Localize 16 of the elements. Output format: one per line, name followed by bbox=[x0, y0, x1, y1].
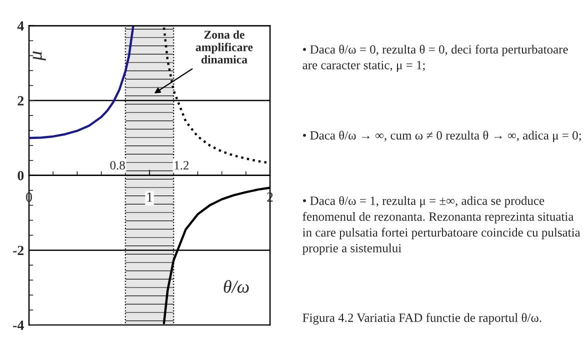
text: • Daca θ/ω = 0, rezulta θ = 0, deci forta perturbatoare are caracter static, μ = 1; bbox=[302, 44, 568, 72]
annotation: Zona de amplificare dinamica bbox=[196, 30, 253, 64]
text: • Daca θ/ω = 1, rezulta μ = ±∞, adica se produce fenomenul de rezonanta. Rezonanta reprezinta situatia in care pulsatia fortei perturbatoare coincide cu pulsatia proprie a sistemului bbox=[302, 196, 580, 255]
annotation: 0.8 bbox=[110, 161, 125, 170]
y-tick-label: 2 bbox=[18, 96, 24, 106]
y-tick-label: 0 bbox=[18, 170, 24, 180]
y-axis-title: μ bbox=[32, 51, 46, 61]
y-tick-label: -4 bbox=[13, 320, 24, 330]
y-tick-label: -2 bbox=[13, 246, 24, 256]
text: • Daca θ/ω → ∞, cum ω ≠ 0 rezulta θ → ∞, adica μ = 0; bbox=[303, 130, 581, 142]
text: Figura 4.2 Variatia FAD functie de raportul θ/ω. bbox=[302, 313, 542, 325]
x-tick-label: 1 bbox=[147, 192, 152, 202]
annotation: 1.2 bbox=[174, 161, 189, 170]
line-series bbox=[29, 26, 134, 140]
x-axis-title: θ/ω bbox=[224, 280, 249, 293]
y-tick-label: 4 bbox=[17, 21, 24, 31]
